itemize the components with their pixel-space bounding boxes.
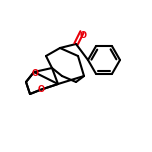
Text: O: O [31, 69, 38, 78]
Text: O: O [38, 85, 45, 93]
Text: O: O [79, 31, 86, 40]
